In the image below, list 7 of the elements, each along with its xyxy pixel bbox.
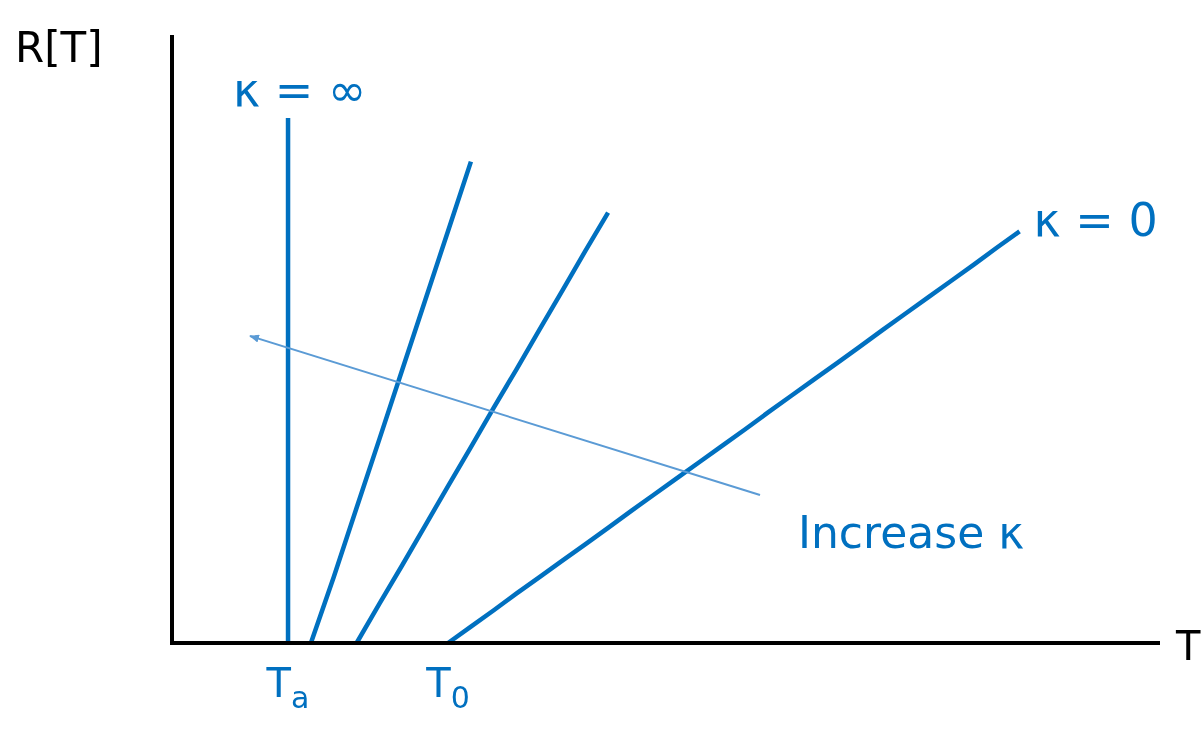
ref-line-label: κ = ∞: [233, 63, 367, 117]
x-tick-label: T$_{0}$: [425, 660, 470, 715]
x-tick-label: T$_{a}$: [265, 660, 310, 715]
annotation: κ = 0: [1033, 193, 1158, 248]
x-axis-title: T: [1175, 623, 1201, 669]
annotation: Increase κ: [798, 507, 1025, 558]
y-axis-title: R[T]: [15, 23, 103, 72]
